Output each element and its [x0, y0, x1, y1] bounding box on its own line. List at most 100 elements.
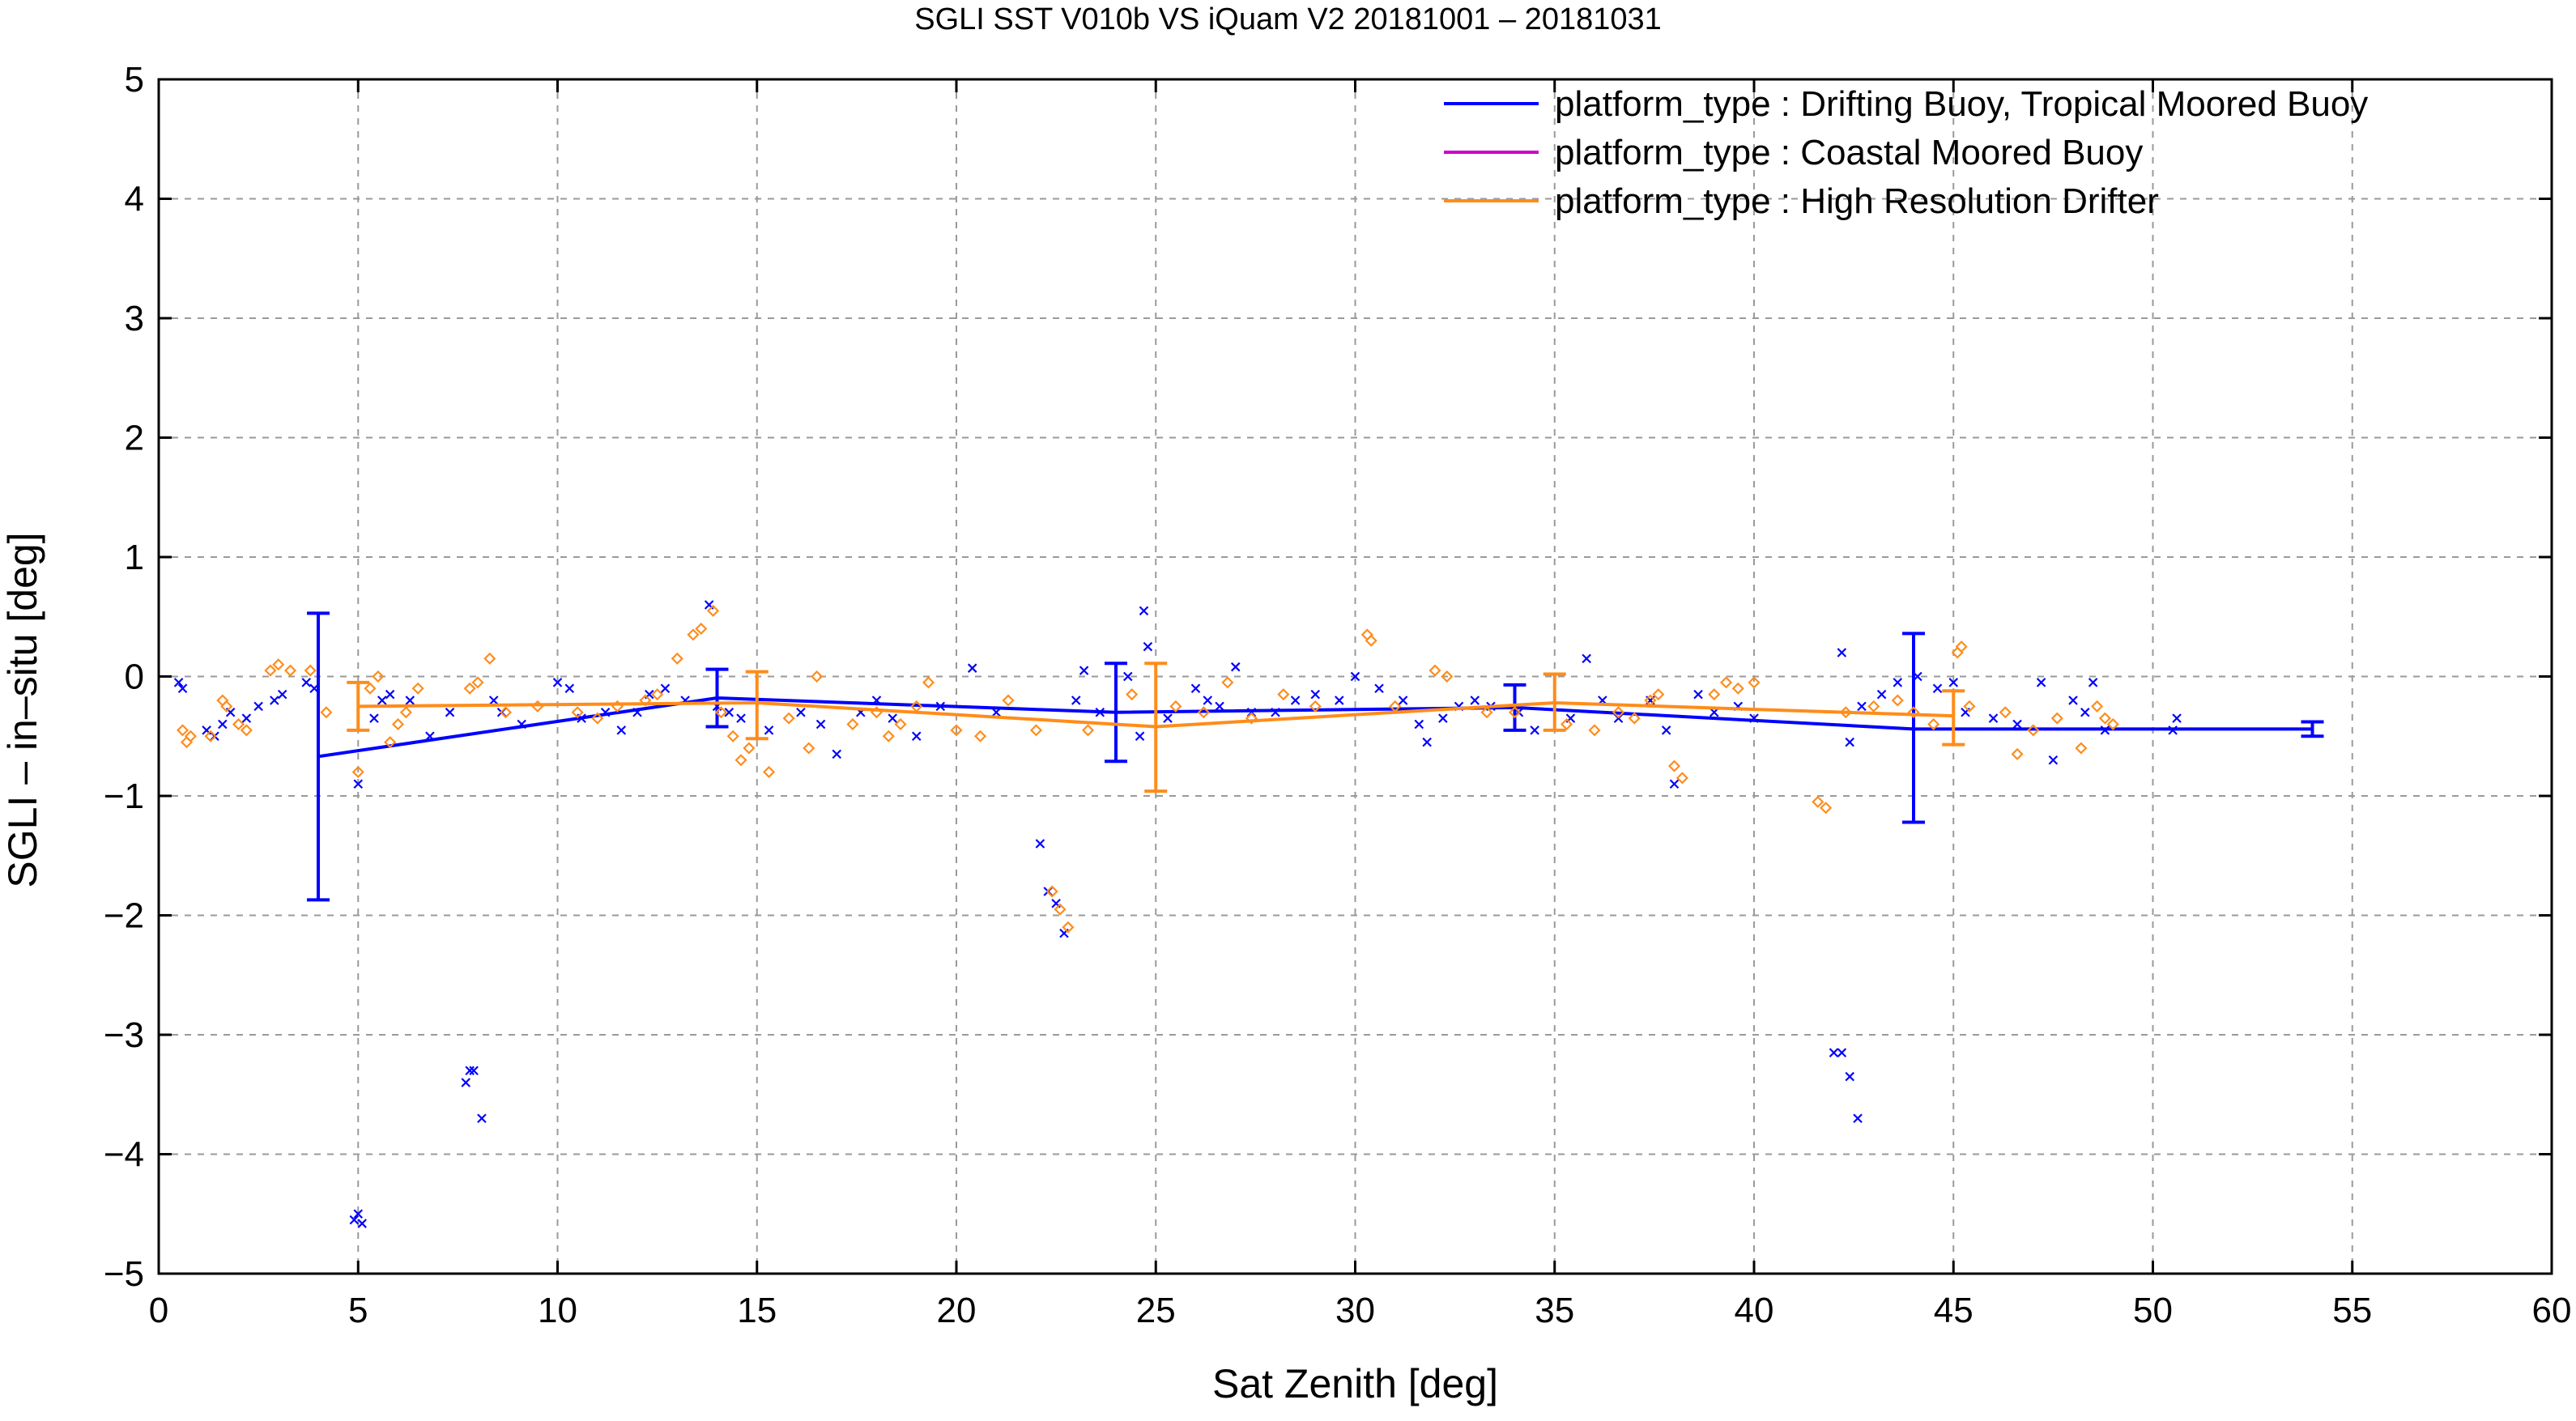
data-point: [736, 713, 746, 723]
data-point: [301, 678, 312, 687]
data-point: [1054, 903, 1067, 916]
data-point: [1948, 678, 1959, 687]
data-point: [1661, 725, 1671, 735]
data-point: [1837, 1048, 1847, 1057]
data-point: [1365, 634, 1377, 647]
data-point: [1197, 706, 1210, 719]
data-point: [803, 742, 815, 755]
y-tick-label: −3: [104, 1015, 144, 1055]
data-point: [351, 765, 364, 779]
data-point: [1429, 664, 1441, 677]
data-point: [2080, 707, 2090, 717]
data-point: [564, 683, 575, 694]
data-point: [1628, 712, 1641, 725]
data-point: [1963, 700, 1976, 713]
data-point: [1955, 640, 1968, 653]
data-point: [1398, 696, 1408, 705]
legend-entry-2: platform_type : High Resolution Drifter: [1555, 181, 2159, 221]
data-point: [707, 604, 720, 617]
data-point: [357, 1219, 367, 1228]
data-point: [465, 1066, 475, 1076]
data-point: [734, 754, 747, 767]
y-tick-label: −5: [104, 1254, 144, 1294]
data-point: [1812, 795, 1824, 808]
error-bar: [347, 680, 370, 732]
x-tick-label: 40: [1735, 1291, 1774, 1330]
data-point: [1230, 662, 1241, 672]
data-point: [477, 1113, 487, 1124]
data-point: [204, 730, 217, 742]
x-tick-label: 5: [348, 1291, 368, 1330]
data-point: [1560, 717, 1573, 731]
x-tick-label: 35: [1535, 1291, 1574, 1330]
data-point: [173, 678, 184, 687]
data-point: [1652, 688, 1665, 701]
data-point: [1422, 737, 1432, 747]
data-point: [353, 1209, 364, 1219]
data-point: [1441, 670, 1454, 683]
data-point: [1669, 779, 1680, 789]
x-tick-label: 30: [1335, 1291, 1375, 1330]
data-point: [1079, 666, 1089, 675]
data-point: [469, 1066, 479, 1076]
data-point: [272, 658, 285, 671]
data-point: [1530, 725, 1539, 735]
data-point: [2027, 724, 2040, 737]
data-point: [218, 719, 228, 730]
x-tick-label: 15: [737, 1291, 777, 1330]
y-tick-label: 1: [125, 538, 144, 577]
error-bar: [1902, 632, 1925, 824]
data-point: [240, 724, 253, 737]
data-point: [2172, 713, 2182, 723]
data-point: [651, 688, 664, 701]
data-point: [385, 689, 395, 700]
data-point: [811, 670, 824, 683]
data-point: [220, 700, 233, 713]
error-bar: [745, 670, 769, 741]
y-tick-label: 2: [125, 419, 144, 458]
data-point: [483, 652, 496, 665]
data-point: [1612, 706, 1625, 719]
data-point: [1845, 737, 1854, 747]
data-point: [1309, 700, 1322, 713]
x-axis-label: Sat Zenith [deg]: [1211, 1361, 1498, 1406]
data-point: [967, 663, 977, 673]
data-point: [399, 706, 412, 719]
data-point: [488, 696, 499, 705]
data-point: [1675, 772, 1688, 785]
error-bar: [1543, 672, 1566, 732]
y-tick-label: 0: [125, 657, 144, 697]
data-point: [177, 683, 188, 694]
error-bar: [1942, 689, 1965, 747]
data-point: [277, 689, 287, 700]
plot-frame: [157, 78, 2553, 1275]
mean-line: [317, 696, 2313, 759]
data-point: [1731, 682, 1744, 695]
data-point: [726, 730, 739, 742]
legend: platform_type : Drifting Buoy, Tropical …: [1444, 84, 2368, 221]
data-point: [391, 717, 405, 731]
data-point: [369, 713, 379, 723]
data-point: [1335, 696, 1344, 705]
data-point: [671, 652, 683, 665]
chart-title: SGLI SST V010b VS iQuam V2 20181001 – 20…: [914, 2, 1662, 36]
data-point: [1508, 706, 1522, 719]
data-point: [1932, 683, 1943, 694]
y-tick-label: −2: [104, 896, 144, 936]
data-point: [1203, 696, 1213, 705]
x-tick-label: 60: [2532, 1291, 2572, 1330]
data-point: [270, 696, 279, 705]
x-tick-label: 45: [1934, 1291, 1974, 1330]
data-point: [364, 682, 377, 695]
data-point: [1123, 671, 1133, 682]
data-point: [1310, 689, 1321, 700]
data-point: [2090, 700, 2104, 713]
data-point: [922, 676, 935, 689]
data-point: [2012, 719, 2022, 730]
legend-entry-0: platform_type : Drifting Buoy, Tropical …: [1555, 84, 2368, 124]
data-point: [283, 664, 297, 677]
data-point: [1893, 678, 1903, 687]
data-point: [1820, 802, 1833, 815]
x-tick-label: 25: [1136, 1291, 1176, 1330]
